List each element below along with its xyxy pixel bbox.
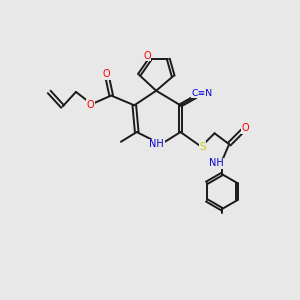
Text: O: O [143,51,151,61]
Text: O: O [242,123,249,134]
Text: NH: NH [209,158,224,168]
Text: C≡N: C≡N [191,88,212,98]
Text: O: O [103,69,110,80]
Text: S: S [199,142,206,152]
Text: O: O [87,100,94,110]
Text: NH: NH [149,139,164,149]
